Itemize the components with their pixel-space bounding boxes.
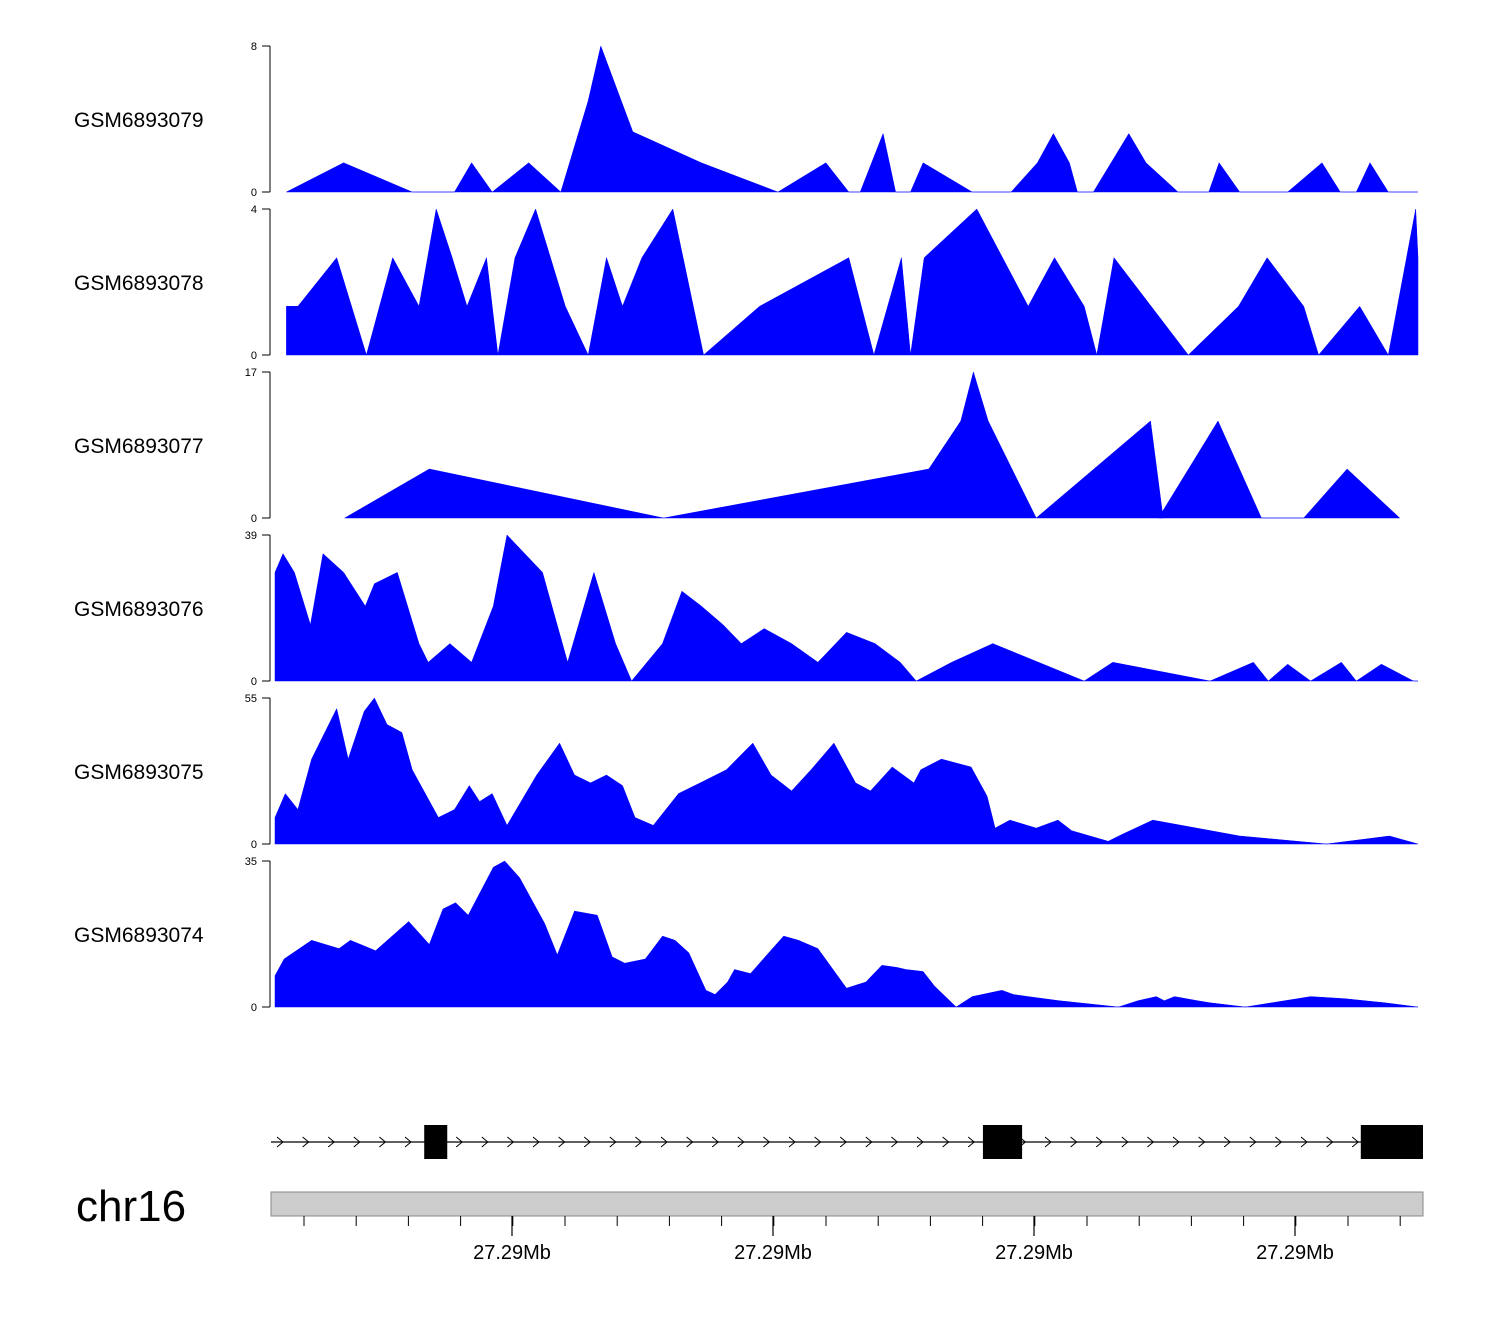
strand-arrow <box>1300 1136 1308 1148</box>
coverage-area <box>274 534 1418 682</box>
strand-arrow <box>583 1136 591 1148</box>
chromosome-bar <box>270 1191 1424 1217</box>
strand-arrow <box>276 1136 284 1148</box>
strand-arrow <box>404 1136 412 1148</box>
strand-arrow <box>814 1136 822 1148</box>
exon <box>1360 1125 1423 1159</box>
chromosome-axis-track: chr16 27.29Mb 27.29Mb 27.29Mb 27.29Mb <box>76 1182 1424 1264</box>
track-label: GSM6893079 <box>74 109 204 132</box>
exon <box>982 1125 1023 1159</box>
strand-arrow <box>1172 1136 1180 1148</box>
y-axis-min-label: 0 <box>251 676 257 688</box>
strand-arrow <box>1147 1136 1155 1148</box>
coverage-area <box>286 45 1418 193</box>
strand-arrow <box>353 1136 361 1148</box>
coverage-area <box>286 208 1419 356</box>
strand-arrow <box>763 1136 771 1148</box>
strand-arrow <box>1351 1136 1359 1148</box>
track-GSM6893078: GSM6893078 4 0 <box>74 204 1419 362</box>
strand-arrow <box>481 1136 489 1148</box>
strand-arrow <box>711 1136 719 1148</box>
strand-arrow <box>609 1136 617 1148</box>
strand-arrow <box>660 1136 668 1148</box>
x-tick-label: 27.29Mb <box>995 1242 1073 1264</box>
strand-arrow <box>686 1136 694 1148</box>
track-GSM6893079: GSM6893079 8 0 <box>74 41 1418 199</box>
y-axis-min-label: 0 <box>251 187 257 199</box>
strand-arrow <box>635 1136 643 1148</box>
strand-arrow <box>379 1136 387 1148</box>
strand-arrow <box>507 1136 515 1148</box>
strand-arrow <box>1249 1136 1257 1148</box>
data-tracks: GSM689307980GSM689307840GSM6893077170GSM… <box>74 41 1419 1014</box>
x-tick-label: 27.29Mb <box>1256 1242 1334 1264</box>
strand-arrow <box>1095 1136 1103 1148</box>
y-axis-max-label: 4 <box>251 204 257 216</box>
track-label: GSM6893075 <box>74 761 204 784</box>
y-axis-max-label: 17 <box>245 367 257 379</box>
strand-arrow <box>302 1136 310 1148</box>
strand-arrow <box>1044 1136 1052 1148</box>
track-GSM6893076: GSM6893076 39 0 <box>74 530 1418 688</box>
y-axis-max-label: 39 <box>245 530 257 542</box>
coverage-area <box>274 697 1419 845</box>
strand-arrow <box>327 1136 335 1148</box>
exon <box>424 1125 448 1159</box>
chromosome-label: chr16 <box>76 1182 186 1231</box>
strand-arrow <box>865 1136 873 1148</box>
track-label: GSM6893078 <box>74 272 204 295</box>
strand-arrow <box>788 1136 796 1148</box>
x-tick-label: 27.29Mb <box>473 1242 551 1264</box>
y-axis-min-label: 0 <box>251 839 257 851</box>
strand-arrow <box>916 1136 924 1148</box>
y-axis-max-label: 8 <box>251 41 257 53</box>
strand-arrow <box>967 1136 975 1148</box>
strand-arrow <box>1070 1136 1078 1148</box>
track-label: GSM6893074 <box>74 924 204 947</box>
track-GSM6893077: GSM6893077 17 0 <box>74 367 1401 525</box>
strand-arrow <box>532 1136 540 1148</box>
gene-model-track <box>271 1125 1423 1159</box>
track-GSM6893074: GSM6893074 35 0 <box>74 856 1419 1014</box>
strand-arrow <box>942 1136 950 1148</box>
y-axis-max-label: 35 <box>245 856 257 868</box>
strand-arrow <box>1326 1136 1334 1148</box>
coverage-area <box>274 860 1419 1008</box>
track-label: GSM6893077 <box>74 435 204 458</box>
x-tick-label: 27.29Mb <box>734 1242 812 1264</box>
track-label: GSM6893076 <box>74 598 204 621</box>
strand-arrow <box>1198 1136 1206 1148</box>
strand-arrow <box>1223 1136 1231 1148</box>
strand-arrow <box>891 1136 899 1148</box>
y-axis-max-label: 55 <box>245 693 257 705</box>
coverage-area <box>343 371 1401 519</box>
strand-arrow <box>558 1136 566 1148</box>
y-axis-min-label: 0 <box>251 1002 257 1014</box>
strand-arrow <box>1275 1136 1283 1148</box>
strand-arrow <box>737 1136 745 1148</box>
strand-arrow <box>1121 1136 1129 1148</box>
track-GSM6893075: GSM6893075 55 0 <box>74 693 1419 851</box>
y-axis-min-label: 0 <box>251 513 257 525</box>
y-axis-min-label: 0 <box>251 350 257 362</box>
strand-arrow <box>839 1136 847 1148</box>
strand-arrow <box>455 1136 463 1148</box>
